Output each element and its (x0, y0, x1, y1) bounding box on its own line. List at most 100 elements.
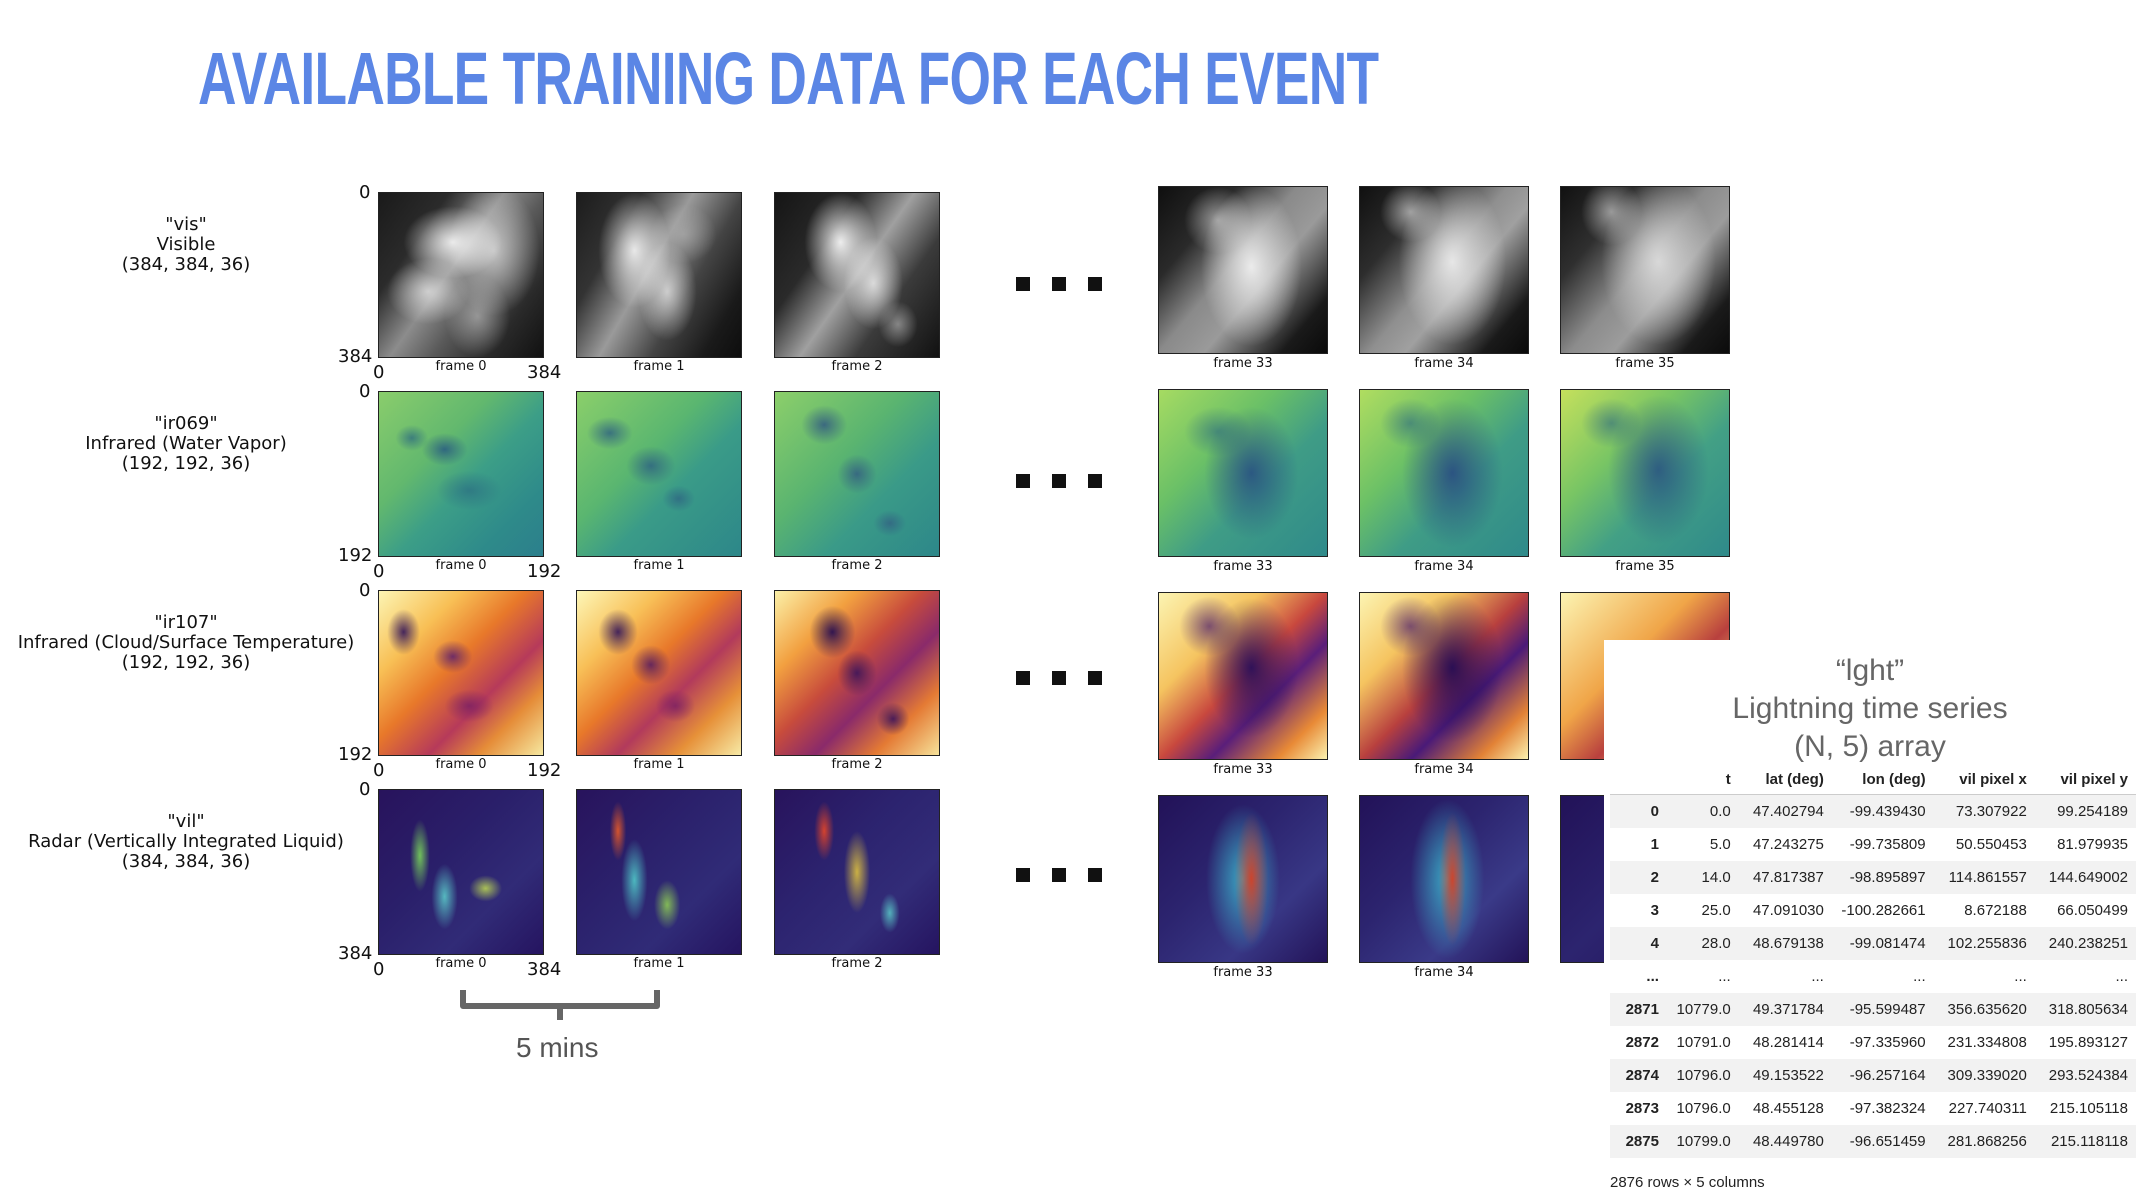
row-index: 2872 (1625, 1034, 1659, 1051)
table-cell: -95.599487 (1849, 1001, 1926, 1018)
frame-image-ir107-33 (1158, 592, 1328, 760)
row-label-vil: "vil" Radar (Vertically Integrated Liqui… (0, 812, 372, 872)
frame-image-vil-33 (1158, 795, 1328, 963)
row-index: 2 (1650, 869, 1659, 886)
table-cell: 102.255836 (1947, 935, 2027, 952)
table-row: 2871 10779.0 49.371784 -95.599487 356.635620… (1610, 993, 2136, 1026)
table-cell: 48.281414 (1752, 1034, 1824, 1051)
row-desc: Radar (Vertically Integrated Liquid) (28, 831, 344, 852)
table-header-row: t lat (deg) lon (deg) vil pixel x vil pi… (1610, 764, 2136, 795)
table-cell: 50.550453 (1955, 836, 2027, 853)
table-cell: 47.817387 (1752, 869, 1824, 886)
table-cell: ... (2115, 968, 2128, 985)
table-cell: 47.091030 (1752, 902, 1824, 919)
y-tick-zero: 0 (359, 182, 371, 203)
frame-image-vis-33 (1158, 186, 1328, 354)
table-cell: 99.254189 (2057, 803, 2128, 820)
frame-image-vis-0 (378, 192, 544, 358)
frame-image-ir069-33 (1158, 389, 1328, 557)
frame-label: frame 1 (633, 558, 685, 573)
table-cell: 240.238251 (2048, 935, 2128, 952)
table-cell: -98.895897 (1849, 869, 1926, 886)
table-cell: 10799.0 (1676, 1133, 1731, 1150)
frame-label: frame 2 (831, 956, 883, 971)
frame-image-ir069-34 (1359, 389, 1529, 557)
table-cell: -97.335960 (1849, 1034, 1926, 1051)
lght-desc: Lightning time series (1732, 692, 2008, 725)
x-tick-zero: 0 (373, 362, 385, 383)
table-cell: 293.524384 (2048, 1067, 2128, 1084)
table-cell: 195.893127 (2048, 1034, 2128, 1051)
x-tick-zero: 0 (373, 561, 385, 582)
row-label-ir107: "ir107" Infrared (Cloud/Surface Temperat… (0, 613, 372, 673)
table-cell: 28.0 (1701, 935, 1731, 952)
table-cell: 48.679138 (1752, 935, 1824, 952)
table-cell: ... (1718, 968, 1731, 985)
frame-label: frame 1 (633, 757, 685, 772)
table-cell: -96.257164 (1849, 1067, 1926, 1084)
table-row: 2875 10799.0 48.449780 -96.651459 281.868256… (1610, 1125, 2136, 1158)
table-cell: 48.455128 (1752, 1100, 1824, 1117)
row-shape: (192, 192, 36) (121, 453, 251, 474)
table-cell: 14.0 (1701, 869, 1731, 886)
bracket-label: 5 mins (516, 1032, 599, 1063)
page-title: AVAILABLE TRAINING DATA FOR EACH EVENT (198, 37, 1379, 120)
frame-label: frame 34 (1414, 762, 1474, 777)
frame-label: frame 33 (1213, 965, 1273, 980)
table-cell: 48.449780 (1752, 1133, 1824, 1150)
table-cell: 10796.0 (1676, 1067, 1731, 1084)
table-row: 1 5.0 47.243275 -99.735809 50.550453 81.97993… (1610, 828, 2136, 861)
x-tick-max: 192 (527, 561, 562, 582)
table-row: 2872 10791.0 48.281414 -97.335960 231.334808… (1610, 1026, 2136, 1059)
row-index: 4 (1650, 935, 1659, 952)
y-tick-max: 192 (338, 744, 373, 765)
table-cell: 356.635620 (1947, 1001, 2027, 1018)
table-cell: -99.439430 (1849, 803, 1926, 820)
frame-label: frame 33 (1213, 559, 1273, 574)
column-header: vil pixel x (1933, 764, 2035, 795)
frame-image-ir069-2 (774, 391, 940, 557)
frame-image-ir069-0 (378, 391, 544, 557)
column-header: lat (deg) (1738, 764, 1832, 795)
row-key: "ir107" (154, 612, 218, 633)
row-index: 3 (1650, 902, 1659, 919)
table-row: 2873 10796.0 48.455128 -97.382324 227.740311… (1610, 1092, 2136, 1125)
ellipsis-icon (1016, 868, 1102, 882)
row-desc: Infrared (Water Vapor) (85, 433, 287, 454)
table-cell: 231.334808 (1947, 1034, 2027, 1051)
frame-image-vil-0 (378, 789, 544, 955)
table-cell: 10796.0 (1676, 1100, 1731, 1117)
table-row: 2874 10796.0 49.153522 -96.257164 309.339020… (1610, 1059, 2136, 1092)
frame-image-vil-1 (576, 789, 742, 955)
table-row: 4 28.0 48.679138 -99.081474 102.255836 240.23… (1610, 927, 2136, 960)
table-row: 3 25.0 47.091030 -100.282661 8.672188 66.0504… (1610, 894, 2136, 927)
lght-shape: (N, 5) array (1794, 730, 1946, 763)
table-cell: 66.050499 (2057, 902, 2128, 919)
frame-image-ir069-1 (576, 391, 742, 557)
row-key: "ir069" (154, 413, 218, 434)
frame-image-vis-35 (1560, 186, 1730, 354)
ellipsis-icon (1016, 671, 1102, 685)
x-tick-max: 192 (527, 760, 562, 781)
table-cell: 114.861557 (1948, 869, 2027, 886)
frame-label: frame 0 (435, 757, 487, 772)
table-cell: 25.0 (1701, 902, 1731, 919)
table-cell: 227.740311 (1948, 1100, 2027, 1117)
table-cell: -97.382324 (1849, 1100, 1926, 1117)
table-cell: 144.649002 (2048, 869, 2128, 886)
frame-label: frame 34 (1414, 356, 1474, 371)
table-cell: 281.868256 (1947, 1133, 2027, 1150)
frame-label: frame 1 (633, 956, 685, 971)
table-cell: -100.282661 (1841, 902, 1926, 919)
table-cell: 318.805634 (2048, 1001, 2128, 1018)
row-shape: (384, 384, 36) (121, 851, 251, 872)
row-index: 2874 (1625, 1067, 1659, 1084)
table-cell: -99.081474 (1849, 935, 1926, 952)
frame-label: frame 34 (1414, 965, 1474, 980)
row-index: 2875 (1625, 1133, 1659, 1150)
frame-label: frame 35 (1615, 559, 1675, 574)
frame-label: frame 1 (633, 359, 685, 374)
table-cell: 47.243275 (1752, 836, 1824, 853)
table-cell: 0.0 (1709, 803, 1731, 820)
table-cell: 49.153522 (1752, 1067, 1824, 1084)
